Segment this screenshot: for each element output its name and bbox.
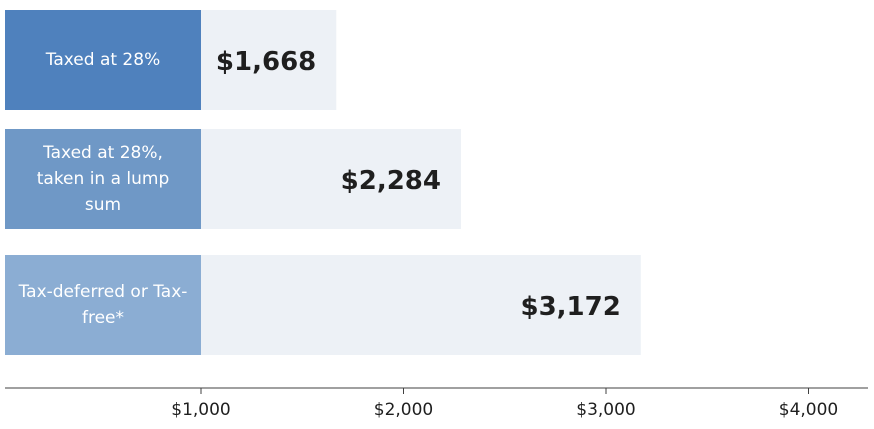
category-box-2 bbox=[5, 129, 201, 229]
x-tick-label-2: $2,000 bbox=[373, 400, 434, 420]
bar-3 bbox=[201, 255, 641, 355]
x-tick-label-1: $1,000 bbox=[171, 400, 231, 420]
value-label-2: $2,284 bbox=[340, 166, 441, 196]
value-label-3: $3,172 bbox=[520, 292, 621, 322]
bar-2 bbox=[201, 129, 462, 229]
category-box-1 bbox=[5, 10, 201, 110]
category-label-2: Taxed at 28%, taken in a lump sum bbox=[36, 143, 170, 215]
x-tick-label-3: $3,000 bbox=[576, 400, 636, 420]
x-tick-label-4: $4,000 bbox=[778, 400, 839, 420]
category-label-1: Taxed at 28% bbox=[45, 50, 161, 70]
category-box-3 bbox=[5, 255, 201, 355]
category-label-3: Tax-deferred or Tax-free* bbox=[18, 282, 188, 328]
value-label-1: $1,668 bbox=[215, 47, 317, 77]
bar-1 bbox=[201, 10, 337, 110]
